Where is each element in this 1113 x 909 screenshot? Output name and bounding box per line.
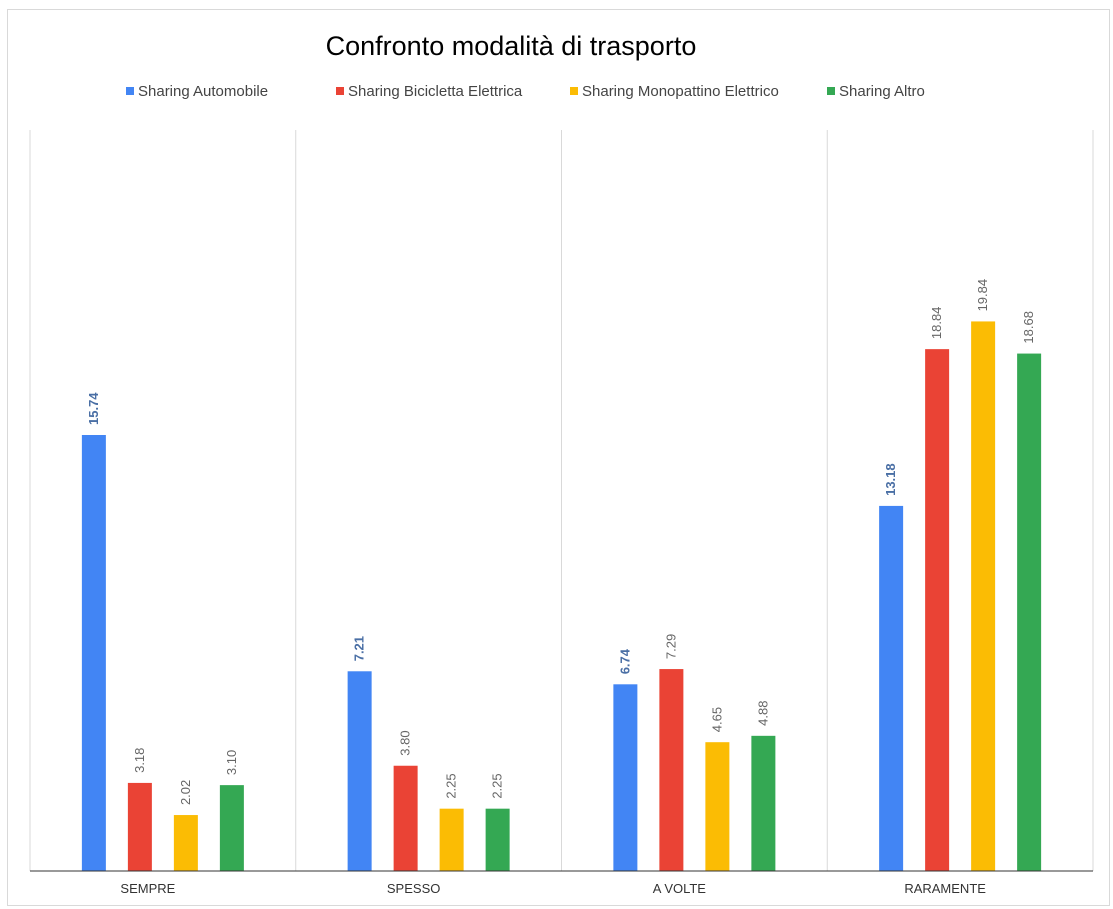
data-label: 18.68 [1021, 311, 1036, 344]
bar [485, 808, 510, 871]
bar [1017, 353, 1042, 872]
x-tick-label: A VOLTE [653, 881, 707, 896]
data-label: 15.74 [86, 392, 101, 425]
legend-swatch [126, 87, 134, 95]
legend-entry: Sharing Bicicletta Elettrica [348, 83, 523, 100]
data-label: 13.18 [883, 463, 898, 496]
legend-swatch [570, 87, 578, 95]
bar [127, 782, 152, 871]
bars [81, 321, 1042, 872]
bar [219, 785, 244, 871]
data-label: 2.25 [490, 773, 505, 798]
data-label: 2.25 [444, 773, 459, 798]
x-tick-labels: SEMPRE SPESSO A VOLTE RARAMENTE [120, 881, 986, 896]
x-tick-label: SEMPRE [120, 881, 175, 896]
bar [439, 808, 464, 871]
bar [347, 671, 372, 871]
x-tick-label: RARAMENTE [904, 881, 986, 896]
data-label: 2.02 [178, 780, 193, 805]
bar [393, 765, 418, 871]
legend: Sharing Automobile Sharing Bicicletta Ele… [126, 83, 925, 100]
legend-entry: Sharing Altro [839, 83, 925, 100]
legend-entry: Sharing Monopattino Elettrico [582, 83, 779, 100]
data-label: 4.88 [755, 701, 770, 726]
x-tick-label: SPESSO [387, 881, 440, 896]
value-labels: 15.74 7.21 6.74 13.18 3.18 3.80 7.29 18.84 2.02 2… [86, 279, 1036, 805]
legend-entry: Sharing Automobile [138, 83, 268, 100]
bar [705, 742, 730, 871]
category-gridlines [29, 130, 1094, 871]
data-label: 3.10 [224, 750, 239, 775]
chart-title: Confronto modalità di trasporto [326, 31, 697, 61]
data-label: 18.84 [929, 307, 944, 340]
data-label: 4.65 [709, 707, 724, 732]
data-label: 6.74 [617, 648, 632, 674]
data-label: 7.21 [352, 636, 367, 661]
bar [879, 505, 904, 871]
bar [173, 815, 198, 871]
bar [613, 684, 638, 871]
data-label: 3.18 [132, 748, 147, 773]
data-label: 3.80 [398, 730, 413, 755]
legend-swatch [827, 87, 835, 95]
data-label: 19.84 [975, 279, 990, 312]
bar [925, 349, 950, 872]
bar [81, 435, 106, 871]
bar [971, 321, 996, 871]
bar [751, 735, 776, 871]
legend-swatch [336, 87, 344, 95]
data-label: 7.29 [663, 634, 678, 659]
bar [659, 669, 684, 871]
